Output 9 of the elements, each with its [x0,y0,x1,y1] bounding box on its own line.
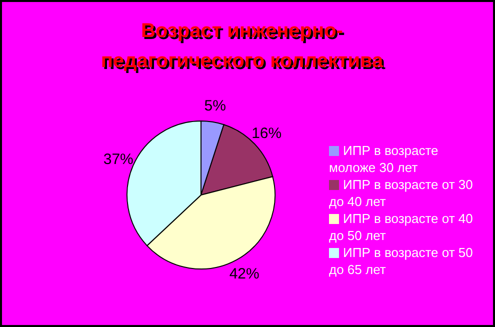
data-label: 16% [252,124,282,142]
data-label: 42% [229,265,260,282]
legend-label: ИПР в возрасте от 40 до 50 лет [329,210,473,242]
data-label: 37% [103,150,134,168]
legend-label: ИПР в возрасте от 50 до 65 лет [329,244,473,276]
data-label: 5% [204,98,226,115]
legend-label: ИПР в возрасте моложе 30 лет [329,142,438,174]
legend-label: ИПР в возрасте от 30 до 40 лет [329,176,473,208]
chart-title: Возраст инженерно-педагогического коллектива [100,19,384,74]
